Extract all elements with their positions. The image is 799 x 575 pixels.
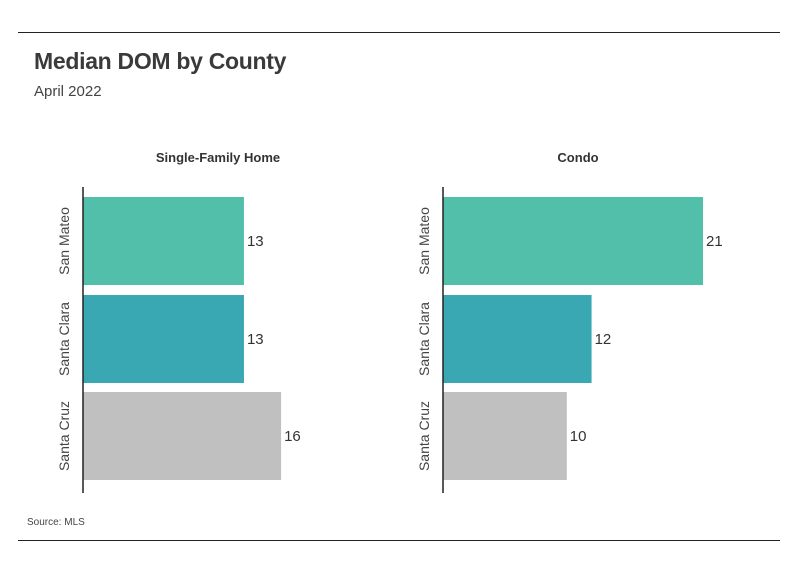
- single-family-home-value-label-santa-cruz: 16: [284, 428, 301, 445]
- condo-value-label-santa-clara: 12: [595, 331, 612, 348]
- condo-value-label-san-mateo: 21: [706, 233, 723, 250]
- single-family-home-category-label-santa-clara: Santa Clara: [56, 302, 72, 376]
- single-family-home-panel-title: Single-Family Home: [156, 150, 280, 165]
- single-family-home-bar-santa-clara: [83, 295, 244, 383]
- condo-bar-san-mateo: [443, 197, 703, 285]
- chart-title: Median DOM by County: [34, 48, 287, 74]
- single-family-home-category-label-santa-cruz: Santa Cruz: [56, 401, 72, 471]
- source-note: Source: MLS: [27, 517, 85, 528]
- condo-category-label-santa-clara: Santa Clara: [416, 302, 432, 376]
- top-rule: [18, 32, 780, 33]
- condo-value-label-santa-cruz: 10: [570, 428, 587, 445]
- single-family-home-category-label-san-mateo: San Mateo: [56, 207, 72, 275]
- chart-subtitle: April 2022: [34, 83, 102, 100]
- condo-bar-santa-cruz: [443, 392, 567, 480]
- bottom-rule: [18, 540, 780, 541]
- condo-bar-santa-clara: [443, 295, 592, 383]
- condo-panel-title: Condo: [557, 150, 598, 165]
- single-family-home-bar-san-mateo: [83, 197, 244, 285]
- single-family-home-value-label-santa-clara: 13: [247, 331, 264, 348]
- single-family-home-bar-santa-cruz: [83, 392, 282, 480]
- condo-category-label-san-mateo: San Mateo: [416, 207, 432, 275]
- condo-category-label-santa-cruz: Santa Cruz: [416, 401, 432, 471]
- single-family-home-value-label-san-mateo: 13: [247, 233, 264, 250]
